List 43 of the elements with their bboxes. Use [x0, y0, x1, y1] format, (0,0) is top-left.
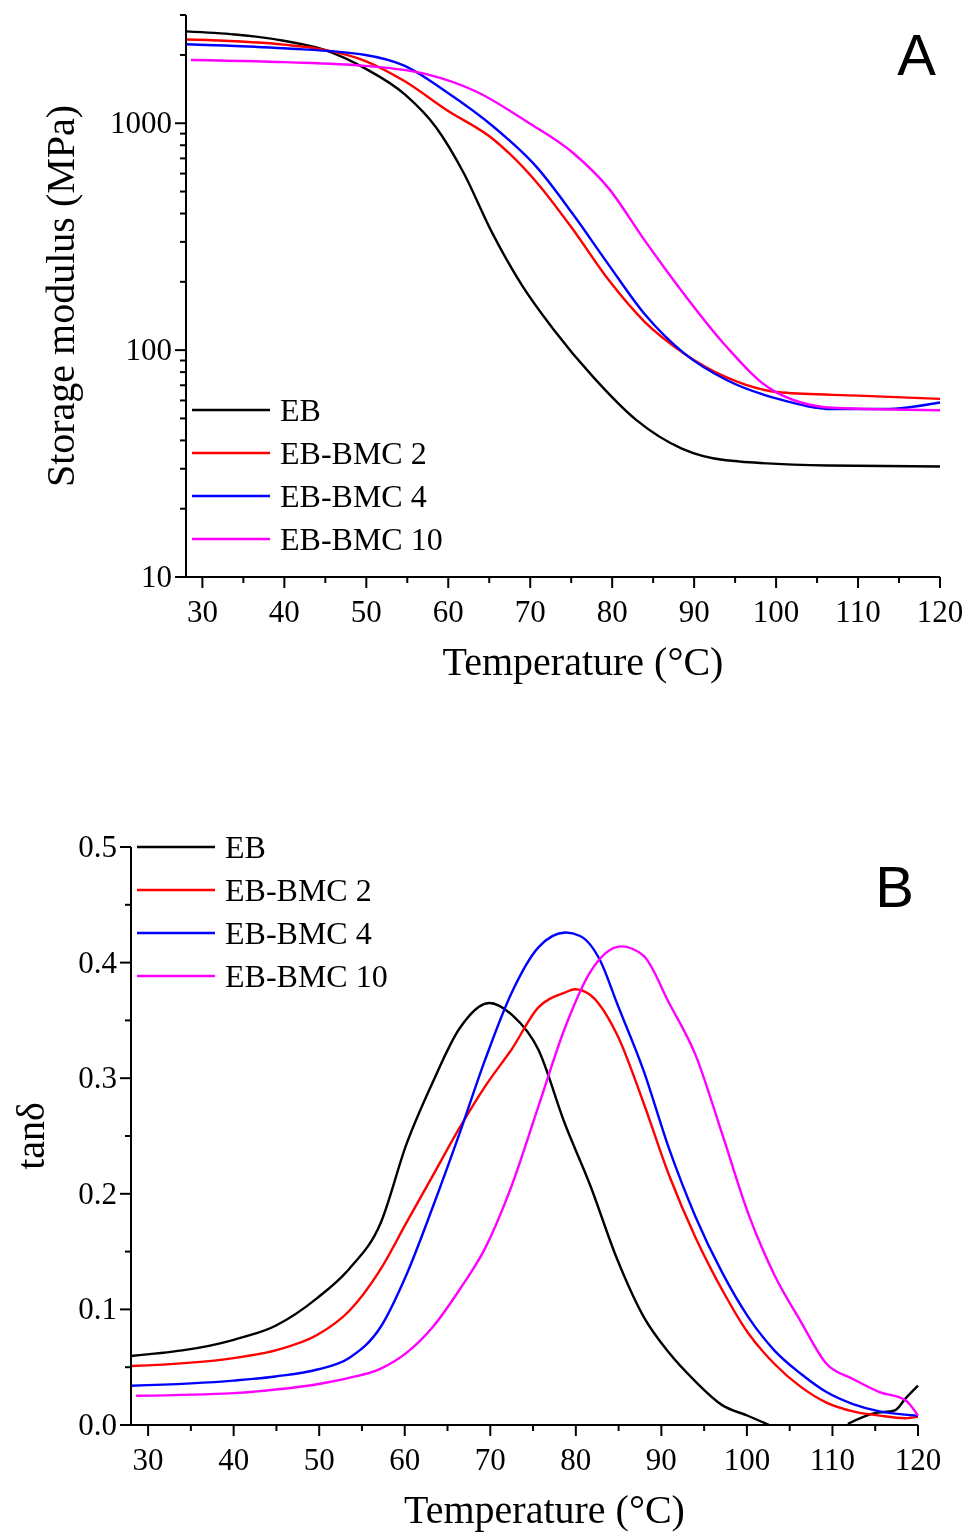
x-tick-label: 80: [560, 1442, 592, 1477]
y-tick-label: 0.1: [78, 1291, 117, 1327]
y-tick-label: 0.4: [78, 944, 118, 980]
x-tick-label: 60: [389, 1442, 421, 1477]
annotation: A: [897, 22, 937, 87]
annotation: B: [875, 854, 914, 919]
x-tick-label: 90: [678, 594, 710, 629]
x-tick-label: 30: [132, 1442, 164, 1477]
legend-label: EB: [225, 829, 266, 865]
x-tick-label: 70: [514, 594, 546, 629]
x-tick-label: 50: [303, 1442, 335, 1477]
x-tick-label: 50: [350, 594, 382, 629]
x-tick-label: 70: [474, 1442, 506, 1477]
y-tick-label: 1000: [110, 105, 172, 141]
legend-label: EB-BMC 10: [225, 958, 388, 994]
x-axis-title: Temperature (°C): [442, 639, 724, 684]
x-tick-label: 120: [894, 1442, 942, 1477]
y-tick-label: 0.0: [78, 1407, 117, 1442]
y-tick-label: 10: [141, 559, 172, 594]
x-tick-label: 40: [268, 594, 300, 629]
x-axis-title: Temperature (°C): [404, 1487, 685, 1532]
y-axis-title: tanδ: [8, 1102, 53, 1170]
legend-label: EB-BMC 4: [280, 478, 427, 514]
x-tick-label: 110: [809, 1442, 856, 1477]
legend-label: EB-BMC 4: [225, 915, 372, 951]
y-tick-label: 0.3: [78, 1060, 117, 1096]
y-tick-label: 0.5: [78, 829, 117, 864]
legend-label: EB-BMC 2: [225, 872, 372, 908]
x-tick-label: 100: [752, 594, 800, 629]
x-tick-label: 120: [916, 594, 964, 629]
legend-label: EB-BMC 2: [280, 435, 427, 471]
x-tick-label: 110: [835, 594, 881, 629]
x-tick-label: 90: [645, 1442, 677, 1477]
x-tick-label: 100: [723, 1442, 771, 1477]
x-tick-label: 30: [186, 594, 218, 629]
legend-label: EB: [280, 392, 321, 428]
x-tick-label: 40: [218, 1442, 250, 1477]
y-tick-label: 0.2: [78, 1175, 117, 1211]
y-tick-label: 100: [125, 332, 172, 368]
legend-label: EB-BMC 10: [280, 521, 443, 557]
x-tick-label: 60: [432, 594, 464, 629]
y-axis-title: Storage modulus (MPa): [38, 104, 83, 488]
x-tick-label: 80: [596, 594, 628, 629]
